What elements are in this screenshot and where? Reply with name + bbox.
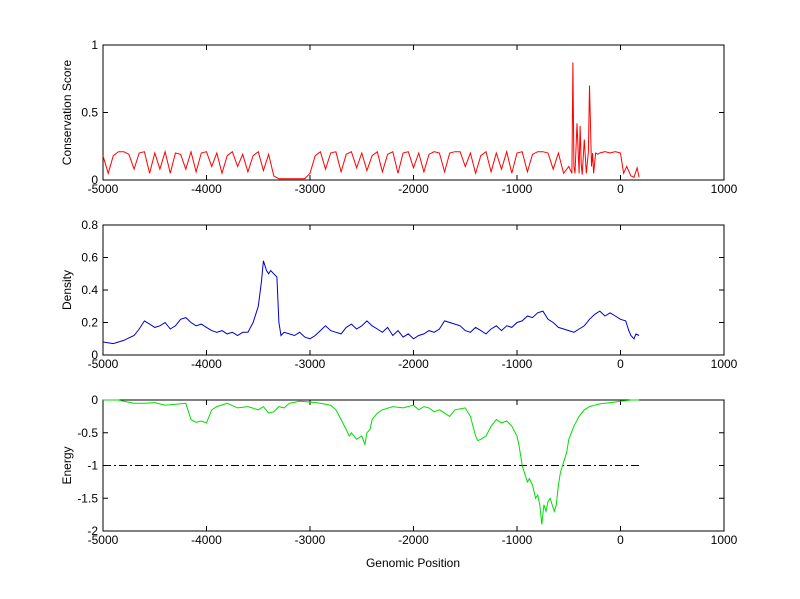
energy-x-tick-label: -2000 (398, 533, 429, 547)
conservation-score-panel: -5000 -4000 -3000 -2000 -1000 0 1000 0 0.5 1 Conse… (60, 38, 738, 196)
energy-x-tick-label: -5000 (88, 533, 119, 547)
conservation-x-tick-label: -5000 (88, 182, 119, 196)
density-y-tick-label: 0.4 (81, 283, 98, 297)
density-y-tick-label: 0.2 (81, 316, 98, 330)
density-x-tick-label: 1000 (711, 357, 738, 371)
energy-x-tick-label: -4000 (191, 533, 222, 547)
density-y-tick-label: 0 (91, 348, 98, 362)
energy-y-tick-label: 0 (91, 393, 98, 407)
energy-x-tick-label: 0 (617, 533, 624, 547)
conservation-x-tick-label: -1000 (502, 182, 533, 196)
energy-x-tick-label: 1000 (711, 533, 738, 547)
density-x-tick-label: -5000 (88, 357, 119, 371)
energy-panel: -5000 -4000 -3000 -2000 -1000 0 1000 -2 -1.5 -1 -0… (60, 393, 738, 547)
conservation-x-tick-label: -3000 (295, 182, 326, 196)
energy-y-tick-label: -1.5 (77, 491, 98, 505)
conservation-y-tick-label: 0.5 (81, 106, 98, 120)
density-y-tick-label: 0.8 (81, 218, 98, 232)
energy-x-tick-label: -1000 (502, 533, 533, 547)
density-series-line (102, 260, 640, 345)
density-y-axis-label: Density (60, 270, 74, 310)
energy-y-tick-label: -1 (87, 459, 98, 473)
density-x-tick-label: -3000 (295, 357, 326, 371)
density-x-tick-label: -2000 (398, 357, 429, 371)
conservation-axes-box (102, 44, 725, 181)
energy-x-tick-label: -3000 (295, 533, 326, 547)
conservation-x-tick-label: 0 (617, 182, 624, 196)
conservation-x-tick-label: -4000 (191, 182, 222, 196)
density-panel: -5000 -4000 -3000 -2000 -1000 0 1000 0 0.2 0.4 0.6… (60, 218, 738, 371)
energy-y-tick-label: -2 (87, 524, 98, 538)
conservation-y-axis-label: Conservation Score (60, 59, 74, 165)
density-x-tick-label: 0 (617, 357, 624, 371)
energy-y-axis-label: Energy (60, 446, 74, 484)
density-x-tick-label: -4000 (191, 357, 222, 371)
conservation-y-tick-label: 0 (91, 173, 98, 187)
conservation-x-tick-label: 1000 (711, 182, 738, 196)
conservation-y-tick-label: 1 (91, 38, 98, 52)
density-x-tick-label: -1000 (502, 357, 533, 371)
energy-y-tick-label: -0.5 (77, 426, 98, 440)
energy-series-line (103, 399, 640, 525)
conservation-x-tick-label: -2000 (398, 182, 429, 196)
conservation-series-line (102, 62, 640, 180)
x-axis-label: Genomic Position (366, 556, 460, 570)
density-y-tick-label: 0.6 (81, 251, 98, 265)
